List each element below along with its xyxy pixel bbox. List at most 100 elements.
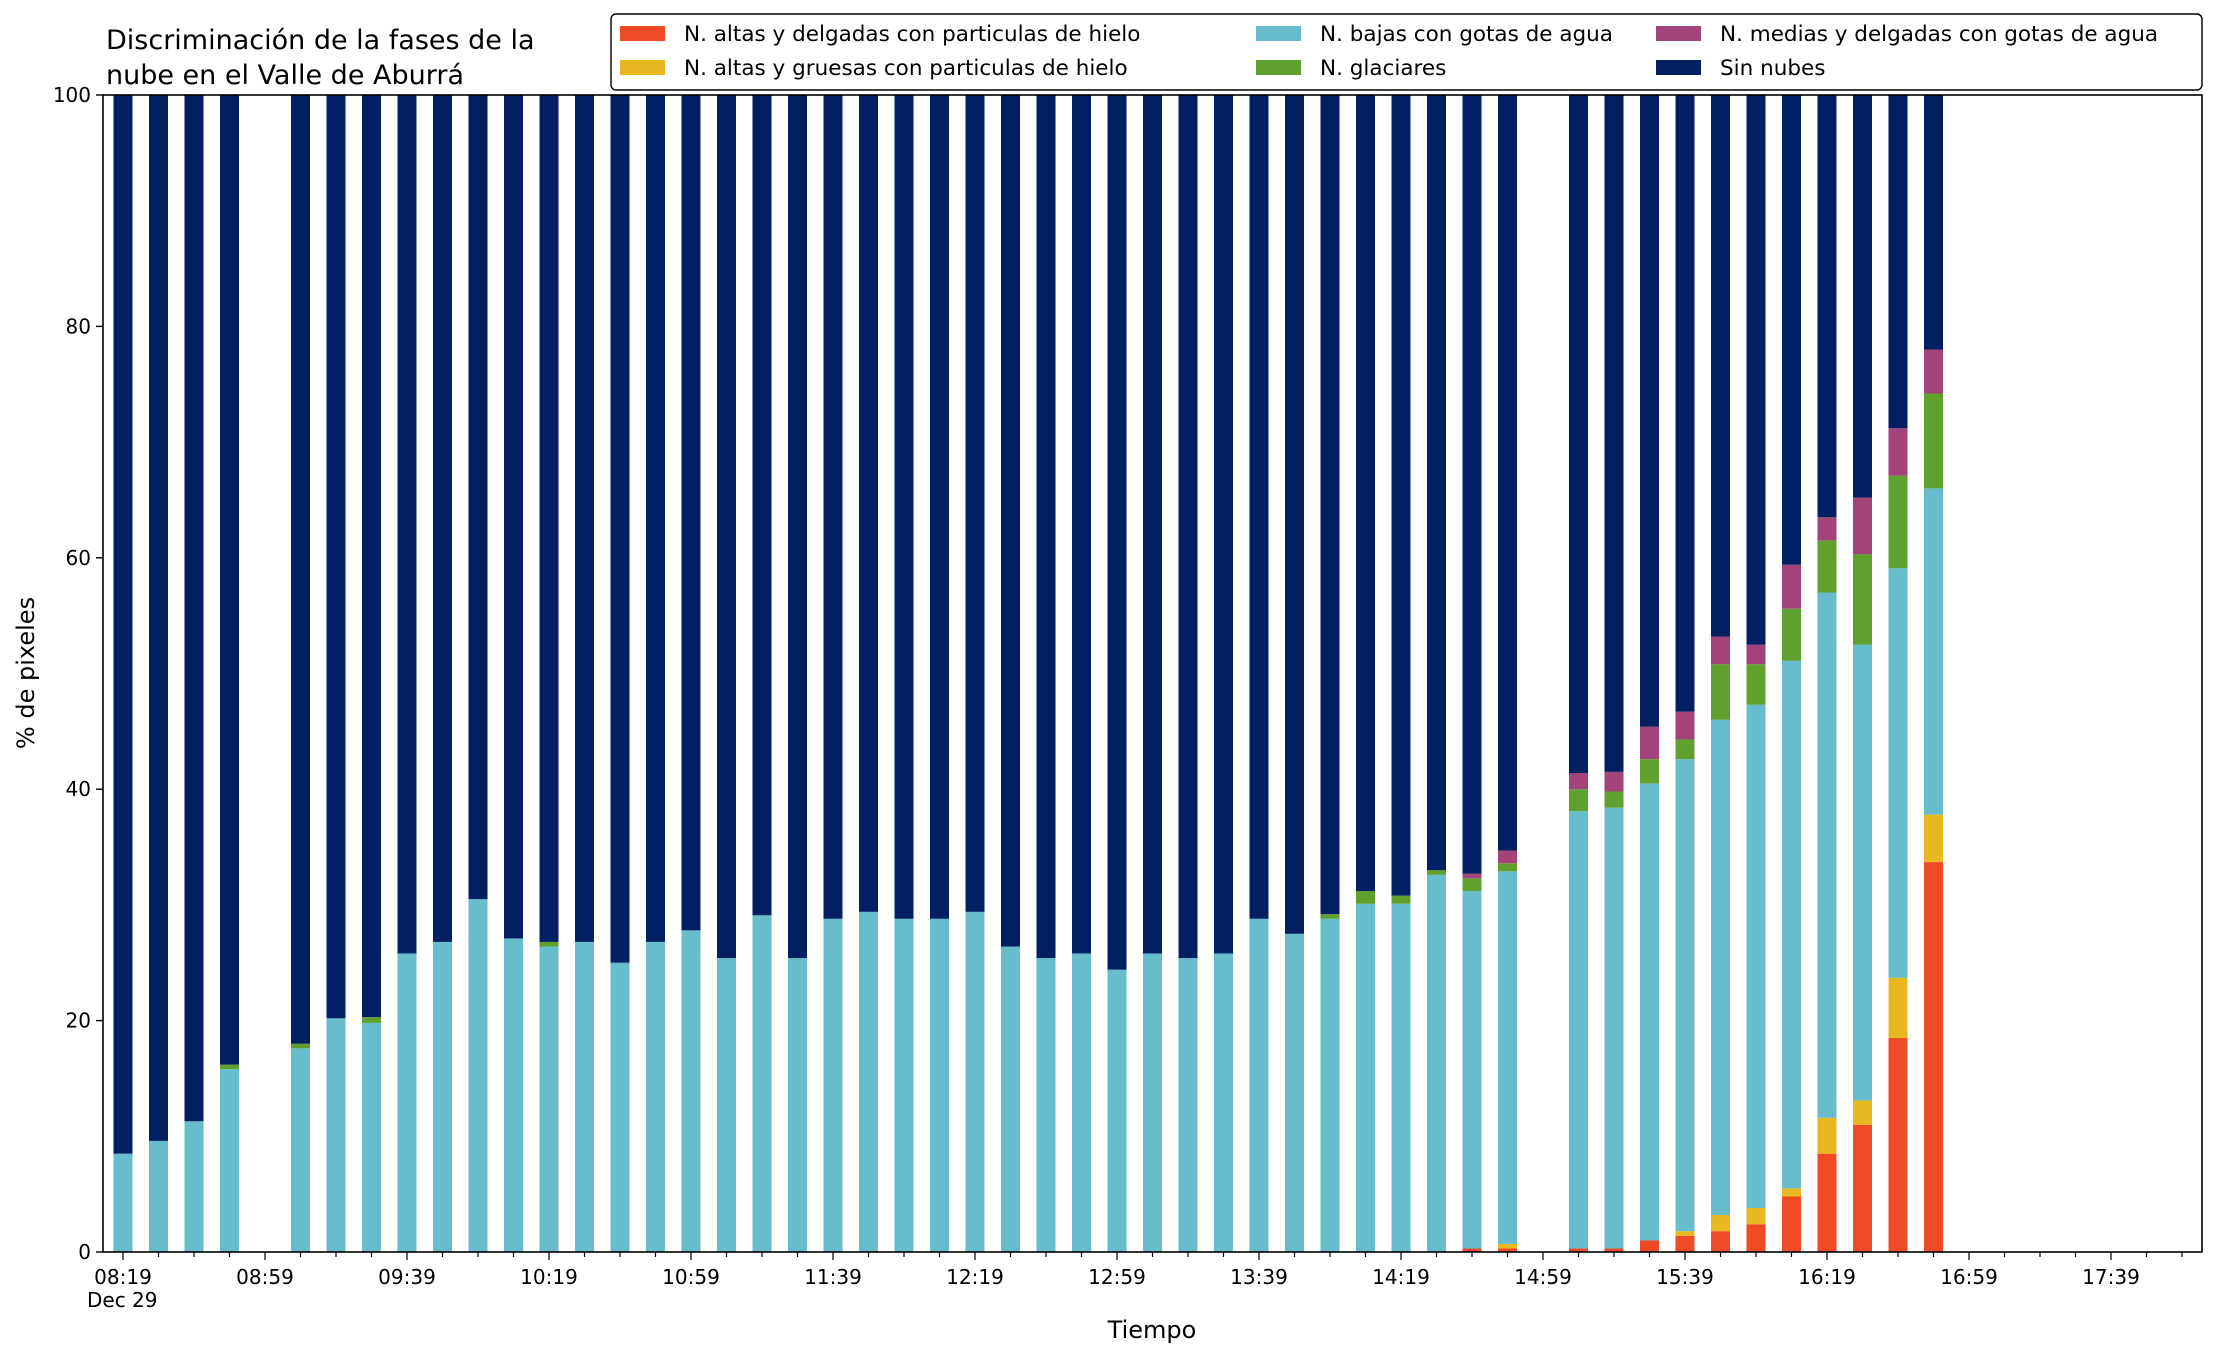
bar-segment-glaciares-37 — [1462, 878, 1482, 892]
bar-segment-bajas-47 — [1853, 644, 1872, 1101]
legend-swatch-bajas — [1256, 26, 1301, 41]
bar-segment-bajas-11 — [539, 946, 559, 1252]
bar-segment-sin-nubes-14 — [646, 95, 665, 942]
bar-segment-altas-gruesas-48 — [1888, 977, 1908, 1038]
bar-segment-altas-delgadas-39 — [1569, 1248, 1588, 1252]
bar-segment-sin-nubes-28 — [1143, 95, 1162, 954]
bar-segment-glaciares-40 — [1604, 791, 1624, 808]
legend-swatch-sin-nubes — [1656, 60, 1701, 75]
bar-segment-sin-nubes-20 — [859, 95, 878, 912]
bar-segment-glaciares-4 — [291, 1043, 310, 1049]
x-tick-label-6: 12:19 — [946, 1265, 1004, 1289]
bar-segment-sin-nubes-6 — [362, 95, 381, 1018]
bar-segment-glaciares-11 — [539, 941, 559, 947]
bar-segment-altas-gruesas-38 — [1498, 1243, 1517, 1249]
bar-segment-medias-47 — [1853, 497, 1872, 555]
bar-segment-sin-nubes-45 — [1782, 95, 1801, 565]
bar-segment-sin-nubes-24 — [1001, 95, 1020, 947]
bar-segment-altas-delgadas-47 — [1853, 1124, 1872, 1252]
bar-segment-altas-delgadas-37 — [1462, 1248, 1482, 1252]
x-tick-label-1: 08:59 — [236, 1265, 294, 1289]
bar-segment-medias-37 — [1462, 873, 1482, 879]
bar-segment-bajas-34 — [1356, 903, 1375, 1252]
bar-segment-bajas-38 — [1498, 871, 1517, 1244]
bar-segment-sin-nubes-37 — [1462, 95, 1482, 874]
bar-segment-altas-delgadas-42 — [1675, 1235, 1695, 1252]
x-axis: 08:19 08:59 09:39 10:19 10:59 11:39 12:19 12:59… — [94, 1252, 2183, 1289]
y-tick-label-4: 80 — [66, 314, 91, 338]
bar-segment-sin-nubes-5 — [326, 95, 346, 1019]
x-tick-label-12: 16:19 — [1798, 1265, 1856, 1289]
bar-segment-bajas-36 — [1427, 874, 1446, 1252]
bar-segment-altas-delgadas-41 — [1640, 1240, 1659, 1252]
bar-segment-altas-gruesas-49 — [1924, 814, 1943, 863]
y-tick-label-1: 20 — [66, 1009, 91, 1033]
chart-title-line-2: nube en el Valle de Aburrá — [106, 60, 464, 91]
x-tick-label-5: 11:39 — [804, 1265, 862, 1289]
bar-segment-bajas-28 — [1143, 953, 1162, 1252]
bar-segment-bajas-35 — [1391, 903, 1411, 1252]
bar-segment-medias-42 — [1675, 711, 1695, 740]
bar-segment-bajas-9 — [468, 899, 488, 1252]
x-axis-label: Tiempo — [1107, 1316, 1197, 1344]
bar-segment-bajas-17 — [752, 915, 772, 1252]
bar-segment-bajas-10 — [504, 938, 523, 1252]
bar-segment-bajas-46 — [1817, 592, 1837, 1118]
bar-segment-bajas-30 — [1214, 953, 1233, 1252]
bar-segment-sin-nubes-48 — [1888, 95, 1908, 429]
y-tick-label-0: 0 — [78, 1240, 91, 1264]
bar-segment-sin-nubes-43 — [1711, 95, 1730, 637]
bar-segment-medias-49 — [1924, 349, 1943, 394]
x-tick-label-3: 10:19 — [520, 1265, 578, 1289]
bar-segment-sin-nubes-35 — [1391, 95, 1411, 896]
x-tick-label-11: 15:39 — [1656, 1265, 1714, 1289]
bar-segment-sin-nubes-19 — [823, 95, 843, 919]
bar-segment-sin-nubes-33 — [1320, 95, 1340, 915]
bar-segment-medias-39 — [1569, 773, 1588, 790]
bar-segment-glaciares-34 — [1356, 891, 1375, 904]
bar-segment-bajas-37 — [1462, 891, 1482, 1249]
bar-segment-altas-delgadas-44 — [1746, 1224, 1766, 1252]
bar-segment-altas-delgadas-43 — [1711, 1231, 1730, 1252]
bar-segment-medias-40 — [1604, 771, 1624, 792]
bar-segment-glaciares-49 — [1924, 393, 1943, 489]
legend: N. altas y delgadas con particulas de hi… — [610, 13, 2203, 91]
bar-segment-bajas-6 — [362, 1022, 381, 1252]
bar-segment-glaciares-44 — [1746, 664, 1766, 705]
y-tick-label-5: 100 — [53, 83, 91, 107]
bar-segment-sin-nubes-11 — [539, 95, 559, 942]
bar-segment-sin-nubes-10 — [504, 95, 523, 939]
legend-label-bajas: N. bajas con gotas de agua — [1320, 22, 1613, 47]
bar-segment-altas-gruesas-47 — [1853, 1100, 1872, 1125]
bar-segment-bajas-33 — [1320, 918, 1340, 1252]
bar-segment-altas-delgadas-45 — [1782, 1196, 1801, 1252]
y-tick-label-2: 40 — [66, 777, 91, 801]
legend-label-altas-gruesas: N. altas y gruesas con particulas de hie… — [684, 56, 1128, 81]
y-axis: 0 20 40 60 80 100 — [53, 83, 103, 1264]
bar-segment-sin-nubes-21 — [894, 95, 914, 919]
bar-segment-glaciares-39 — [1569, 789, 1588, 812]
legend-label-glaciares: N. glaciares — [1320, 56, 1446, 81]
bar-segment-glaciares-38 — [1498, 863, 1517, 872]
bar-segment-bajas-8 — [433, 941, 452, 1252]
bar-segment-sin-nubes-3 — [220, 95, 239, 1065]
bar-segment-glaciares-48 — [1888, 475, 1908, 569]
bar-segment-medias-46 — [1817, 517, 1837, 541]
bar-segment-sin-nubes-23 — [965, 95, 985, 912]
bar-segment-sin-nubes-0 — [113, 95, 133, 1154]
x-tick-label-8: 13:39 — [1230, 1265, 1288, 1289]
legend-swatch-altas-gruesas — [620, 60, 665, 75]
bar-segment-bajas-41 — [1640, 783, 1659, 1241]
bar-segment-sin-nubes-25 — [1036, 95, 1056, 959]
bar-segment-glaciares-43 — [1711, 664, 1730, 720]
bar-segment-sin-nubes-13 — [610, 95, 630, 963]
y-axis-label: % de pixeles — [12, 597, 40, 749]
bar-segment-bajas-42 — [1675, 759, 1695, 1232]
bar-segment-sin-nubes-8 — [433, 95, 452, 942]
bar-segment-bajas-18 — [788, 958, 807, 1252]
bar-segment-sin-nubes-44 — [1746, 95, 1766, 645]
bar-segment-glaciares-33 — [1320, 914, 1340, 919]
bar-segment-sin-nubes-47 — [1853, 95, 1872, 498]
bar-segment-sin-nubes-2 — [184, 95, 204, 1122]
bar-segment-medias-45 — [1782, 564, 1801, 609]
